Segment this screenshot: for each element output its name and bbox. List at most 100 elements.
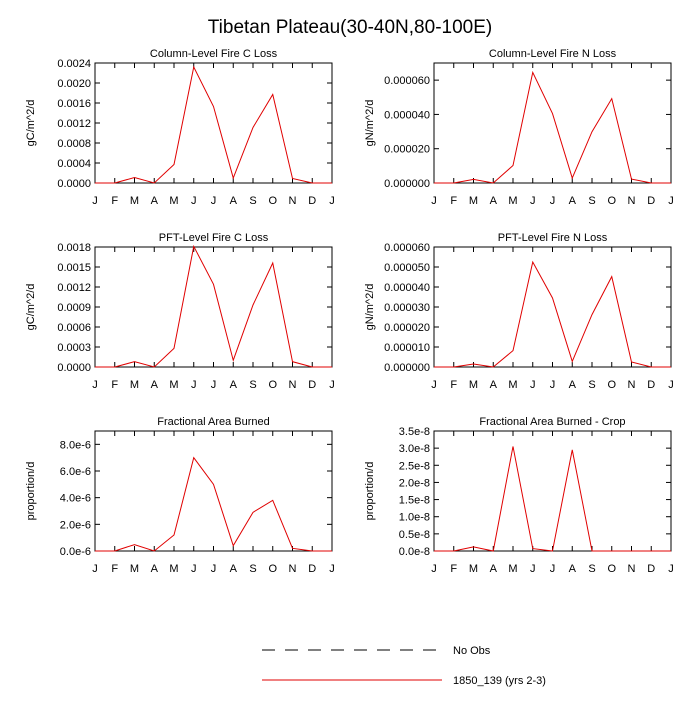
x-tick-label: A [230,379,238,391]
series-line [95,246,332,367]
panel-5: Fractional Area Burnedproportion/d0.0e-6… [25,416,335,575]
y-tick-label: 1.5e-8 [399,495,430,507]
y-tick-label: 0.0000 [57,362,91,374]
plot-frame [434,247,671,367]
y-axis-label: gC/m^2/d [25,284,37,331]
x-tick-label: A [569,379,577,391]
x-tick-label: S [588,195,595,207]
series-line [434,262,671,367]
plot-frame [95,431,332,551]
x-tick-label: A [490,195,498,207]
x-tick-label: J [550,195,556,207]
y-tick-label: 0.0003 [57,342,91,354]
y-tick-label: 0.0009 [57,302,91,314]
y-axis-label: gN/m^2/d [364,100,376,147]
y-axis-label: gC/m^2/d [25,100,37,147]
panels: Column-Level Fire C Loss gC/m^2/d 0.0000 0.… [25,48,674,575]
x-tick-label: F [111,379,118,391]
x-tick-label: J [431,379,437,391]
y-tick-label: 3.5e-8 [399,426,430,438]
x-tick-label: D [647,195,655,207]
y-tick-label: 3.0e-8 [399,443,430,455]
y-tick-label: 0.000030 [384,302,430,314]
x-tick-label: O [607,379,616,391]
y-tick-label: 0.0024 [57,58,91,70]
y-tick-label: 0.0008 [57,138,91,150]
x-tick-label: O [607,195,616,207]
y-tick-label: 0.000020 [384,144,430,156]
y-tick-label: 0.0000 [57,178,91,190]
plot-frame [95,247,332,367]
x-tick-label: O [268,379,277,391]
x-tick-label: J [92,379,98,391]
y-tick-label: 1.0e-8 [399,512,430,524]
panel-title: PFT-Level Fire C Loss [159,232,269,244]
x-tick-label: S [588,379,595,391]
panel-title: Column-Level Fire C Loss [150,48,278,60]
x-tick-label: A [151,195,159,207]
panel-title: Fractional Area Burned - Crop [479,416,625,428]
y-axis-label: gN/m^2/d [364,284,376,331]
x-tick-label: M [169,563,178,575]
x-tick-label: A [151,563,159,575]
x-tick-label: A [569,563,577,575]
x-tick-label: D [308,195,316,207]
x-tick-label: A [230,563,238,575]
x-tick-label: A [569,195,577,207]
x-tick-label: N [289,563,297,575]
plot-frame [434,63,671,183]
x-tick-label: M [130,379,139,391]
x-tick-label: M [469,195,478,207]
x-tick-label: F [111,563,118,575]
x-tick-label: J [191,563,197,575]
x-tick-label: N [289,195,297,207]
y-tick-label: 2.0e-6 [60,519,91,531]
series-line [434,446,671,551]
series-line [95,67,332,183]
x-tick-label: M [508,563,517,575]
x-tick-label: J [530,563,536,575]
x-tick-label: F [111,195,118,207]
x-tick-label: A [230,195,238,207]
y-tick-label: 2.5e-8 [399,460,430,472]
y-tick-label: 4.0e-6 [60,493,91,505]
panel-title: PFT-Level Fire N Loss [498,232,608,244]
main-title: Tibetan Plateau(30-40N,80-100E) [208,17,492,38]
panel-6: Fractional Area Burned - Cropproportion/… [364,416,674,575]
x-tick-label: F [450,379,457,391]
x-tick-label: J [211,195,217,207]
x-tick-label: M [130,563,139,575]
x-tick-label: A [490,563,498,575]
y-tick-label: 0.0006 [57,322,91,334]
x-tick-label: S [249,563,256,575]
x-tick-label: J [92,563,98,575]
panel-title: Fractional Area Burned [157,416,270,428]
y-tick-label: 0.0015 [57,262,91,274]
y-tick-label: 0.0e-8 [399,546,430,558]
x-tick-label: J [211,563,217,575]
x-tick-label: M [469,563,478,575]
legend: No Obs 1850_139 (yrs 2-3) [262,645,546,687]
x-tick-label: J [668,379,674,391]
y-tick-label: 0.000060 [384,75,430,87]
x-tick-label: D [647,563,655,575]
x-tick-label: M [469,379,478,391]
x-tick-label: N [628,563,636,575]
plot-frame [434,431,671,551]
x-tick-label: A [151,379,159,391]
x-tick-label: N [628,195,636,207]
y-axis-label: proportion/d [25,462,37,521]
x-tick-label: S [249,195,256,207]
panel-3: PFT-Level Fire C Loss gC/m^2/d 0.0000 0.000… [25,232,335,391]
y-tick-label: 0.000060 [384,242,430,254]
x-tick-label: J [431,563,437,575]
x-tick-label: J [329,563,335,575]
series-line [434,72,671,183]
y-tick-label: 0.000000 [384,178,430,190]
y-tick-label: 0.0020 [57,78,91,90]
x-tick-label: S [588,563,595,575]
x-tick-label: O [268,563,277,575]
series-line [95,458,332,551]
y-tick-label: 0.000010 [384,342,430,354]
